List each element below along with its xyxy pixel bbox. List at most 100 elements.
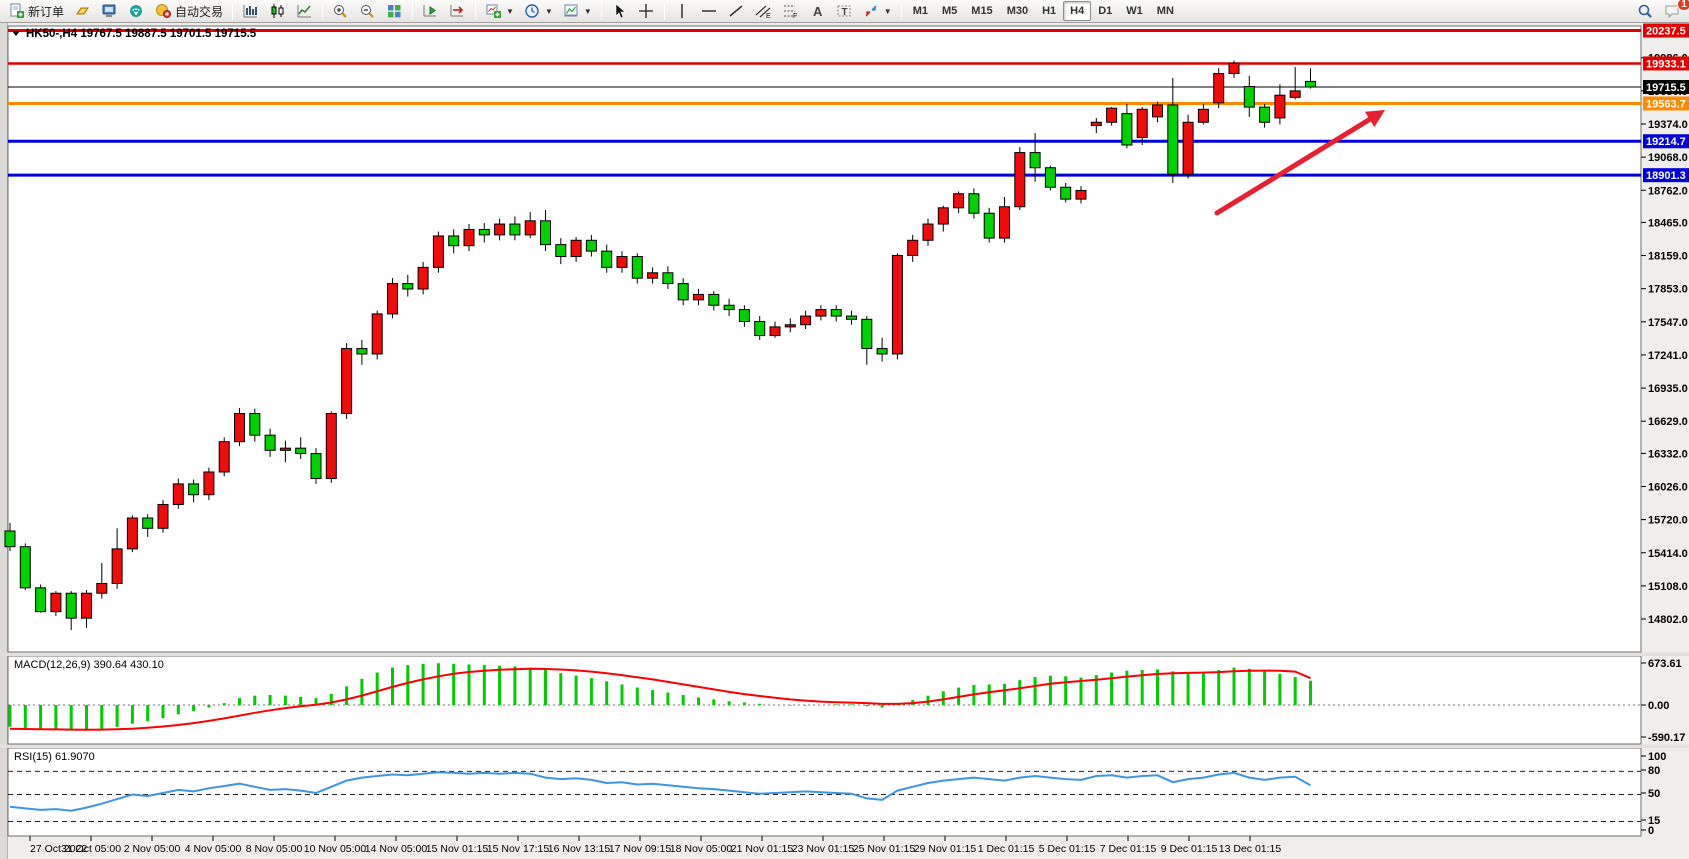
chart-autoscroll-button[interactable] xyxy=(444,1,471,21)
signal-icon xyxy=(130,5,143,17)
timeframe-m5[interactable]: M5 xyxy=(942,5,958,17)
new-chart-button[interactable]: ▼ xyxy=(480,1,519,21)
toolbar-separator xyxy=(900,2,902,20)
svg-text:17853.0: 17853.0 xyxy=(1648,284,1688,296)
candle-bullish xyxy=(1289,90,1301,98)
svg-text:7 Dec 01:15: 7 Dec 01:15 xyxy=(1100,843,1157,855)
zoom-in-button[interactable] xyxy=(327,1,354,21)
crosshair-icon xyxy=(638,4,653,18)
candle-bearish xyxy=(662,272,674,285)
bar-chart-button[interactable] xyxy=(237,1,264,21)
chart-title: HK50-,H4 19767.5 19887.5 19701.5 19715.5 xyxy=(12,28,257,40)
candle-bullish xyxy=(784,324,796,328)
toolbar-separator xyxy=(600,2,602,20)
cursor-button[interactable] xyxy=(606,1,633,21)
timeframe-h1[interactable]: H1 xyxy=(1042,5,1057,17)
chevron-down-icon: ▼ xyxy=(544,6,553,16)
candle-bullish xyxy=(1075,189,1087,200)
template-icon xyxy=(564,4,578,17)
terminal-button[interactable] xyxy=(96,1,123,21)
candle-bullish xyxy=(387,283,398,315)
periods-button[interactable]: ▼ xyxy=(519,1,558,21)
candle-bearish xyxy=(142,517,154,529)
signal-button[interactable] xyxy=(123,1,150,21)
horizontal-level-lines[interactable] xyxy=(8,29,1641,177)
svg-text:16332.0: 16332.0 xyxy=(1648,448,1688,460)
candle-bearish xyxy=(310,453,322,479)
crosshair-button[interactable] xyxy=(633,1,660,21)
macd-pane[interactable] xyxy=(7,655,1642,745)
svg-text:19214.7: 19214.7 xyxy=(1646,136,1686,148)
candle-bearish xyxy=(356,348,368,355)
timeframe-m30[interactable]: M30 xyxy=(1006,5,1029,17)
text-button[interactable]: A xyxy=(804,1,831,21)
channel-button[interactable]: E xyxy=(750,1,777,21)
candle-bearish xyxy=(631,256,643,279)
svg-text:14 Nov 05:00: 14 Nov 05:00 xyxy=(365,843,428,855)
new-order-button[interactable]: 新订单 xyxy=(3,1,69,21)
candle-bullish xyxy=(1274,94,1286,119)
pane-splitter[interactable] xyxy=(0,744,1689,749)
timeframe-h4[interactable]: H4 xyxy=(1063,1,1092,21)
label-button[interactable]: T xyxy=(831,1,858,21)
vline-button[interactable] xyxy=(669,1,696,21)
tile-windows-button[interactable] xyxy=(381,1,408,21)
timeframe-m1[interactable]: M1 xyxy=(912,5,928,17)
pane-splitter[interactable] xyxy=(0,652,1689,657)
trend-arrow-annotation[interactable] xyxy=(1214,110,1385,216)
chart-shift-button[interactable] xyxy=(417,1,444,21)
search-button[interactable] xyxy=(1632,1,1659,21)
svg-text:17 Nov 09:15: 17 Nov 09:15 xyxy=(609,843,672,855)
candle-bearish xyxy=(295,447,307,455)
timeframe-w1[interactable]: W1 xyxy=(1126,5,1143,17)
candle-bullish xyxy=(524,220,536,236)
candlestick-button[interactable] xyxy=(264,1,291,21)
trendline-button[interactable] xyxy=(723,1,750,21)
candle-bullish xyxy=(647,272,659,279)
chart-collapse-icon[interactable] xyxy=(12,31,20,36)
arrows-button[interactable]: ▼ xyxy=(858,1,897,21)
linechart-icon xyxy=(297,5,312,18)
candle-bearish xyxy=(509,223,521,236)
svg-text:16026.0: 16026.0 xyxy=(1648,481,1688,493)
notifications-button[interactable]: 1 xyxy=(1659,0,1689,21)
svg-text:5 Dec 01:15: 5 Dec 01:15 xyxy=(1039,843,1096,855)
fibonacci-button[interactable]: F xyxy=(777,1,804,21)
line-chart-button[interactable] xyxy=(291,1,318,21)
zoom-out-button[interactable] xyxy=(354,1,381,21)
candle-bearish xyxy=(478,228,490,236)
timeframe-d1[interactable]: D1 xyxy=(1098,5,1113,17)
candle-bearish xyxy=(35,587,47,613)
gold-button[interactable] xyxy=(69,1,96,21)
candle-bullish xyxy=(172,483,184,505)
svg-text:RSI(15) 61.9070: RSI(15) 61.9070 xyxy=(14,751,95,763)
textA-icon: A xyxy=(813,4,823,19)
template-button[interactable]: ▼ xyxy=(558,1,597,21)
toolbar-separator xyxy=(322,2,324,20)
candle-bullish xyxy=(800,315,812,326)
autoscroll-icon xyxy=(450,5,464,17)
timeframe-mn[interactable]: MN xyxy=(1156,5,1174,17)
candle-bullish xyxy=(1197,108,1209,123)
candle-bearish xyxy=(1029,152,1041,169)
candle-bullish xyxy=(769,326,781,337)
gold-icon xyxy=(76,7,89,15)
candle-bullish xyxy=(953,193,965,209)
timeframe-m15[interactable]: M15 xyxy=(971,5,993,17)
candle-bullish xyxy=(96,583,108,594)
candle-bullish xyxy=(325,413,337,479)
autotrade-button[interactable]: 自动交易 xyxy=(150,1,228,21)
svg-text:0: 0 xyxy=(1648,825,1654,837)
candle-bullish xyxy=(218,441,230,473)
main-pane[interactable] xyxy=(7,25,1642,653)
candle-bullish xyxy=(616,256,628,268)
candle-bearish xyxy=(723,304,735,311)
candle-bearish xyxy=(983,212,995,239)
chevron-down-icon: ▼ xyxy=(883,6,892,16)
candle-bullish xyxy=(1152,104,1163,118)
svg-text:17241.0: 17241.0 xyxy=(1648,350,1688,362)
rsi-line xyxy=(9,771,1311,812)
candle-bullish xyxy=(157,503,169,529)
hline-button[interactable] xyxy=(696,1,723,21)
